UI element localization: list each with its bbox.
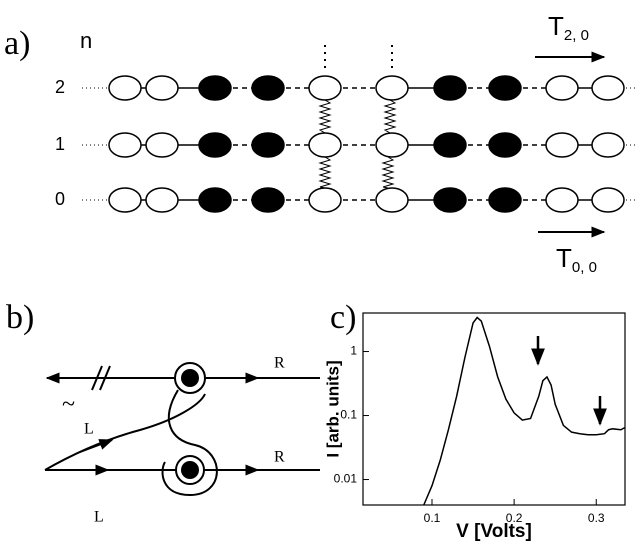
y-tick-label: 1 <box>350 344 357 358</box>
y-tick-label: 0.1 <box>340 408 357 422</box>
data-line <box>423 316 626 506</box>
t-bottom: T0, 0 <box>556 243 597 276</box>
site <box>545 132 579 158</box>
site <box>591 187 625 213</box>
l-label: L <box>94 509 104 526</box>
row-label: 0 <box>55 189 65 209</box>
r-label: R <box>274 355 285 372</box>
site <box>198 75 232 101</box>
site <box>545 187 579 213</box>
tilde: ~ <box>62 392 75 418</box>
x-tick-label: 0.2 <box>506 511 523 525</box>
t-main: T <box>556 243 572 273</box>
t-main: T <box>548 11 564 41</box>
coupling <box>318 99 332 134</box>
row-label: 1 <box>55 134 65 154</box>
plot-frame <box>362 312 626 506</box>
site <box>375 187 409 213</box>
site <box>433 132 467 158</box>
site <box>488 132 522 158</box>
y-axis-label: I [arb. units] <box>323 360 342 457</box>
site <box>108 75 142 101</box>
site <box>108 187 142 213</box>
site <box>308 187 342 213</box>
panel-label: a) <box>4 25 30 62</box>
site <box>488 75 522 101</box>
site <box>251 187 285 213</box>
site <box>145 132 179 158</box>
panel-label: c) <box>330 299 356 336</box>
site <box>198 132 232 158</box>
l-label: L <box>84 421 94 438</box>
site <box>433 75 467 101</box>
dot <box>181 461 199 479</box>
site <box>545 75 579 101</box>
site <box>145 187 179 213</box>
n-label: n <box>80 28 92 53</box>
panel-label: b) <box>6 299 34 336</box>
coupling <box>318 156 332 189</box>
site <box>308 75 342 101</box>
dot <box>181 369 199 387</box>
t-top: T2, 0 <box>548 11 589 44</box>
coupling <box>383 99 397 134</box>
site <box>251 75 285 101</box>
site <box>591 132 625 158</box>
site <box>375 132 409 158</box>
x-tick-label: 0.3 <box>588 511 605 525</box>
site <box>591 75 625 101</box>
site <box>375 75 409 101</box>
x-axis-label: V [Volts] <box>456 521 532 542</box>
row-label: 2 <box>55 77 65 97</box>
site <box>108 132 142 158</box>
site <box>433 187 467 213</box>
site <box>488 187 522 213</box>
coupling <box>381 156 395 189</box>
t-sub: 0, 0 <box>572 259 597 276</box>
site <box>145 75 179 101</box>
x-tick-label: 0.1 <box>424 511 441 525</box>
y-tick-label: 0.01 <box>334 472 358 486</box>
chain-diagram: 2 1 0 <box>55 45 638 213</box>
site <box>308 132 342 158</box>
site <box>198 187 232 213</box>
r-label: R <box>274 449 285 466</box>
site <box>251 132 285 158</box>
t-sub: 2, 0 <box>564 27 589 44</box>
